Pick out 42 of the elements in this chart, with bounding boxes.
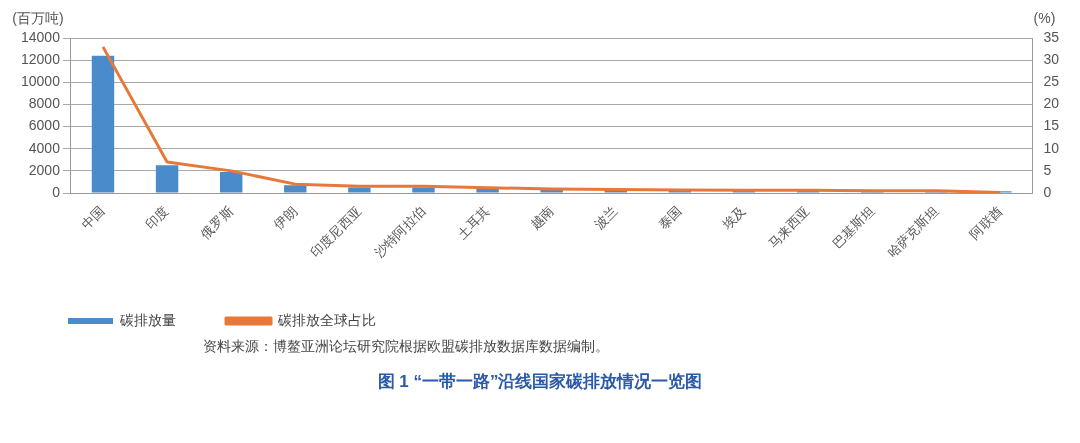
y-tick-label: 8000	[28, 95, 61, 112]
y-tick-label: 6000	[28, 117, 61, 134]
bar	[284, 185, 307, 193]
legend-label: 碳排放量	[119, 311, 176, 328]
y2-tick-label: 5	[1043, 161, 1052, 178]
text: 资料来源：博鳌亚洲论坛研究院根据欧盟碳排放数据库数据编制。	[203, 338, 610, 356]
x-tick-label: 印度尼西亚	[307, 203, 365, 261]
x-tick-label: 波兰	[591, 203, 621, 233]
y2-tick-label: 0	[1043, 183, 1052, 200]
x-tick-label: 马来西亚	[765, 203, 813, 251]
x-tick-label: 埃及	[718, 203, 749, 234]
bar	[91, 55, 115, 193]
x-tick-label: 伊朗	[270, 203, 300, 233]
x-tick-label: 土耳其	[454, 203, 493, 242]
y-tick-label: 2000	[28, 161, 61, 178]
y2-tick-label: 25	[1043, 73, 1060, 90]
y-tick-label: 12000	[20, 51, 61, 67]
bar	[155, 165, 179, 193]
y-tick-label: 10000	[20, 73, 61, 90]
y-tick-label: 14000	[20, 28, 61, 45]
bar	[476, 188, 499, 193]
x-tick-label: 哈萨克斯坦	[884, 203, 941, 261]
y-tick-label: 4000	[28, 139, 61, 156]
bar	[219, 171, 243, 193]
y2-tick-label: 20	[1043, 95, 1060, 112]
y2-axis-title: (%)	[1033, 9, 1056, 26]
y-axis-title: (百万吨)	[12, 9, 64, 26]
y2-tick-label: 15	[1043, 117, 1060, 134]
legend-label: 碳排放全球占比	[277, 311, 376, 328]
y2-tick-label: 35	[1043, 28, 1060, 45]
x-tick-label: 越南	[527, 203, 557, 233]
x-tick-label: 中国	[78, 203, 108, 233]
x-tick-label: 泰国	[655, 203, 685, 233]
x-tick-label: 阿联酋	[966, 203, 1006, 242]
x-tick-label: 印度	[142, 203, 172, 233]
x-tick-label: 俄罗斯	[197, 203, 236, 242]
x-tick-label: 沙特阿拉伯	[371, 203, 429, 261]
y2-tick-label: 10	[1043, 139, 1060, 156]
text: 图 1 “一带一路”沿线国家碳排放情况一览图	[376, 371, 704, 393]
x-tick-label: 巴基斯坦	[829, 203, 877, 251]
y2-tick-label: 30	[1043, 51, 1060, 67]
y-tick-label: 0	[52, 183, 61, 200]
